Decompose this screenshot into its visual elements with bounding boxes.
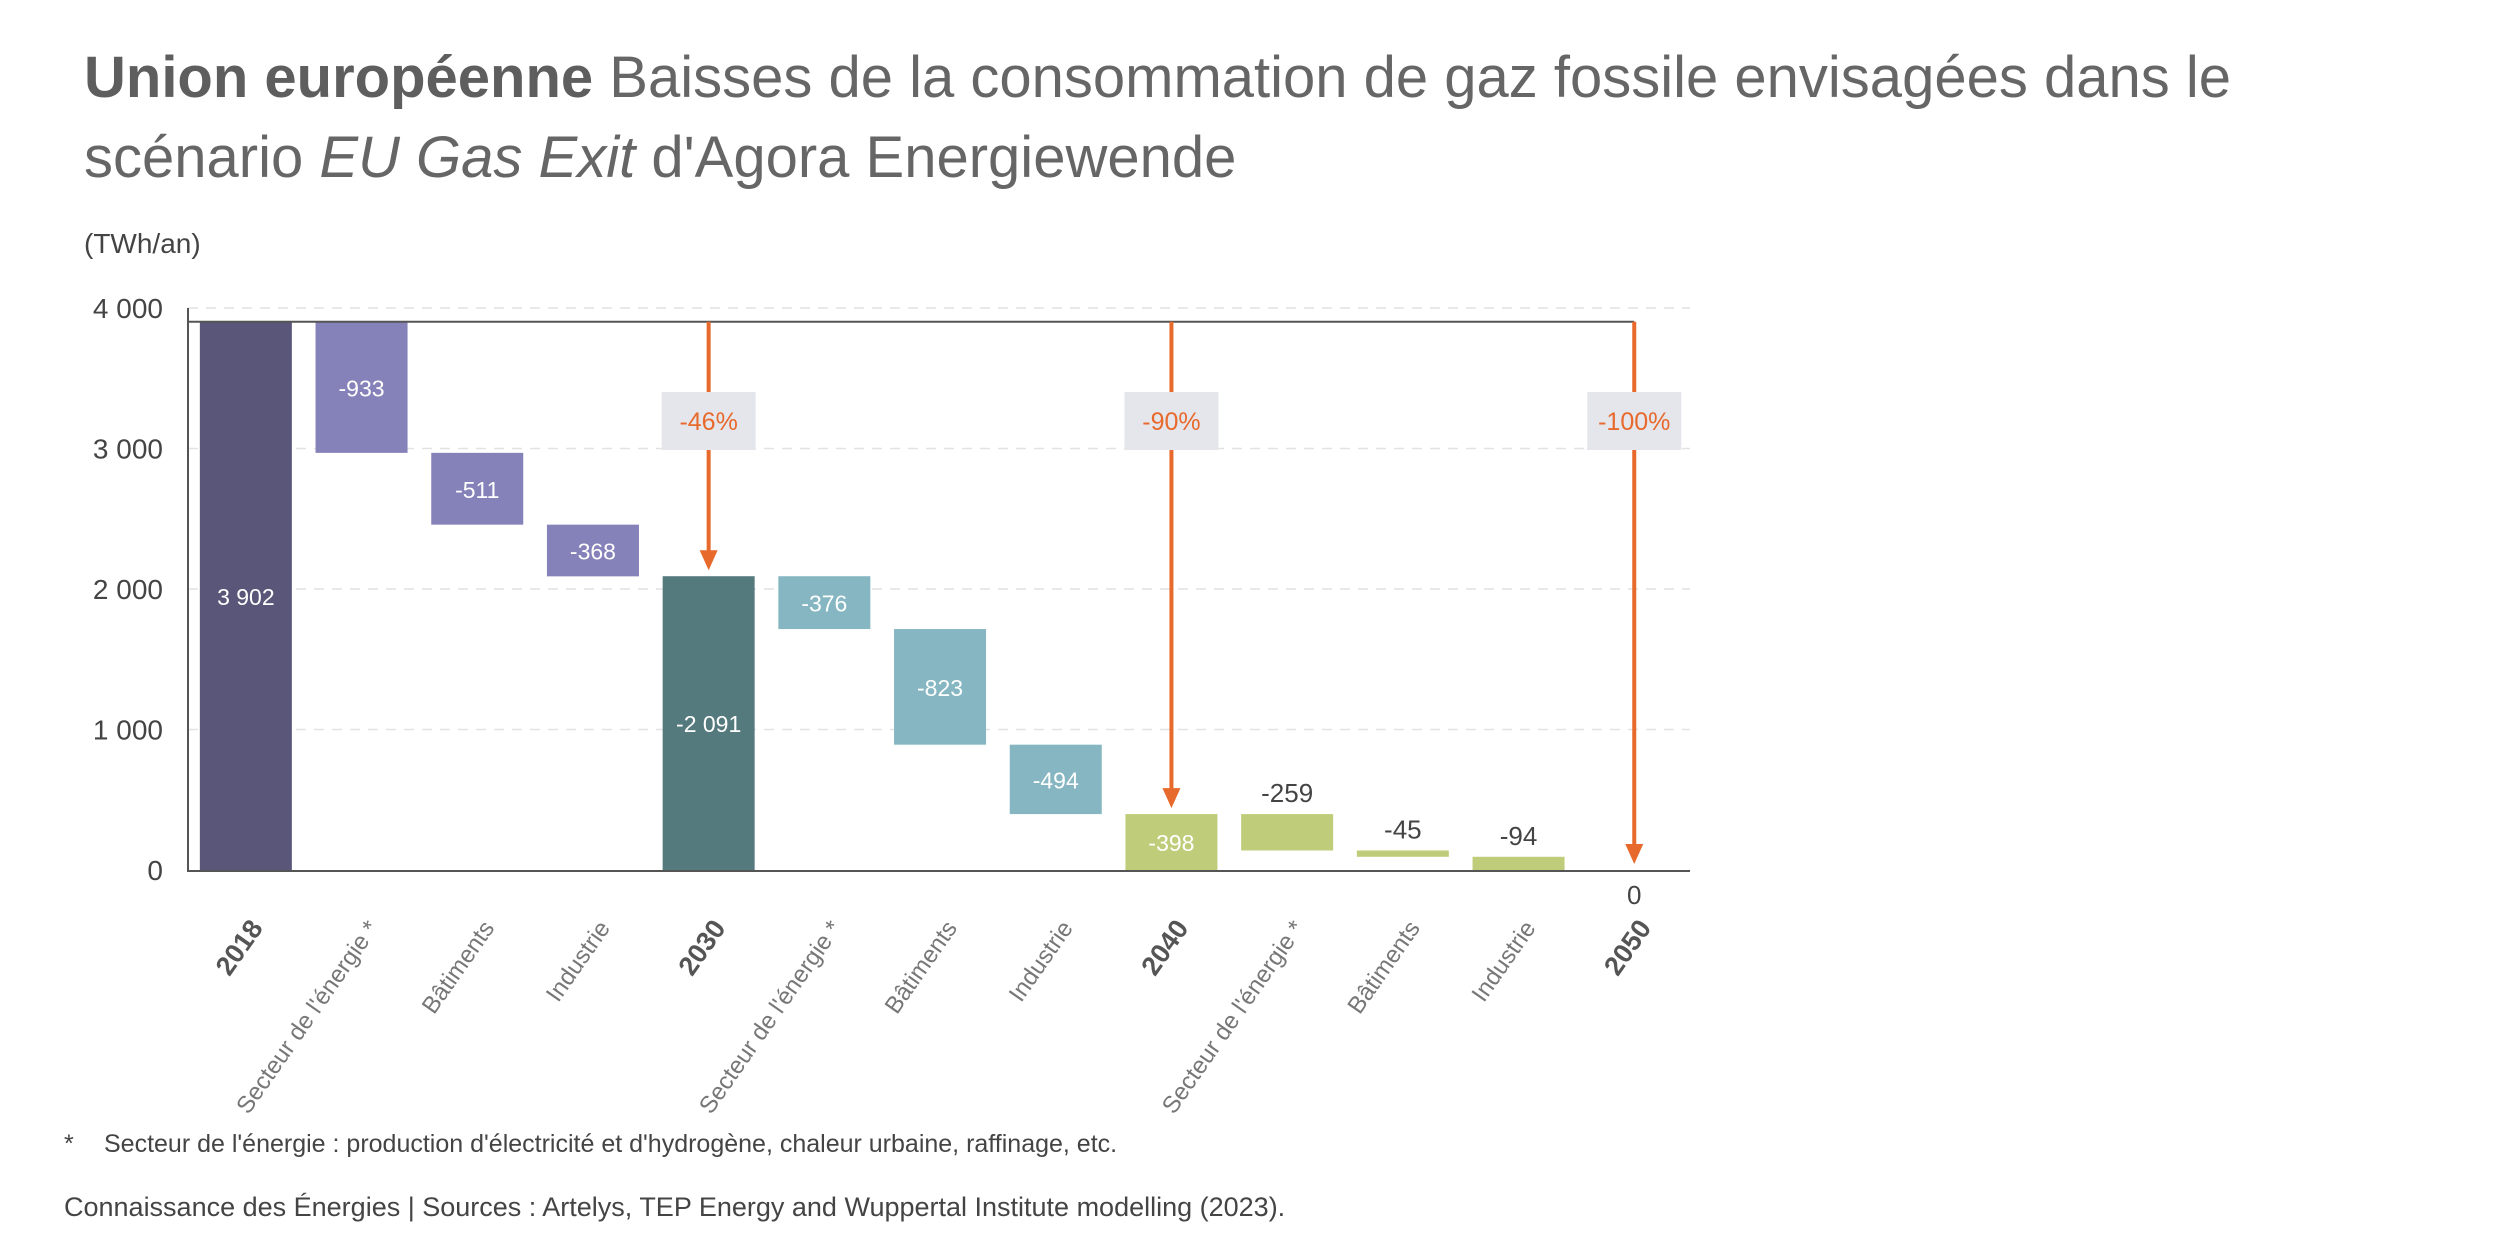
- bar-value-label: -511: [455, 477, 499, 503]
- source-line: Connaissance des Énergies | Sources : Ar…: [64, 1192, 1285, 1223]
- waterfall-chart: 0 1 000 2 000 3 000 4 000 3 902 -933 -511 -368 -2…: [0, 0, 2500, 1120]
- x-tick-label: Industrie: [541, 916, 616, 1007]
- reduction-percent-label: -100%: [1598, 408, 1670, 436]
- bar: [1241, 814, 1333, 850]
- reduction-percent-label: -46%: [679, 408, 737, 436]
- footnote-text: Secteur de l'énergie : production d'élec…: [104, 1130, 1117, 1158]
- bar-value-label: 0: [1627, 880, 1641, 910]
- bar-value-label: -2 091: [676, 711, 741, 737]
- x-tick-label: 2018: [210, 914, 269, 980]
- x-tick-label: Bâtiments: [1342, 916, 1425, 1019]
- reduction-arrow-head: [700, 550, 718, 570]
- bar-value-label: -94: [1500, 821, 1538, 851]
- footnote-marker: *: [64, 1130, 104, 1159]
- bar-value-label: -259: [1261, 778, 1313, 808]
- bar-value-label: -398: [1148, 830, 1194, 856]
- x-tick-label: 2050: [1598, 914, 1657, 980]
- reduction-arrow-head: [1625, 844, 1643, 864]
- x-tick-label: Industrie: [1004, 916, 1079, 1007]
- reduction-arrow-head: [1162, 788, 1180, 808]
- bar-value-label: -45: [1384, 814, 1422, 844]
- bar: [1357, 850, 1449, 856]
- bar-value-label: -368: [570, 539, 616, 565]
- bar-value-label: 3 902: [217, 584, 275, 610]
- y-tick-label: 0: [147, 855, 163, 886]
- y-tick-label: 4 000: [93, 293, 163, 324]
- y-tick-label: 3 000: [93, 434, 163, 465]
- footnote: * Secteur de l'énergie : production d'éle…: [64, 1130, 1117, 1159]
- y-tick-label: 2 000: [93, 574, 163, 605]
- bar-value-label: -823: [917, 675, 963, 701]
- bar-value-label: -376: [801, 591, 847, 617]
- bar: [1473, 857, 1565, 870]
- x-tick-label: Bâtiments: [417, 916, 500, 1019]
- bar-value-label: -933: [339, 375, 385, 401]
- x-tick-label: 2040: [1135, 914, 1194, 980]
- bar-value-label: -494: [1033, 767, 1079, 793]
- x-tick-label: Industrie: [1467, 916, 1542, 1007]
- x-tick-label: 2030: [673, 914, 732, 980]
- reduction-percent-label: -90%: [1142, 408, 1200, 436]
- x-tick-label: Bâtiments: [880, 916, 963, 1019]
- y-tick-label: 1 000: [93, 715, 163, 746]
